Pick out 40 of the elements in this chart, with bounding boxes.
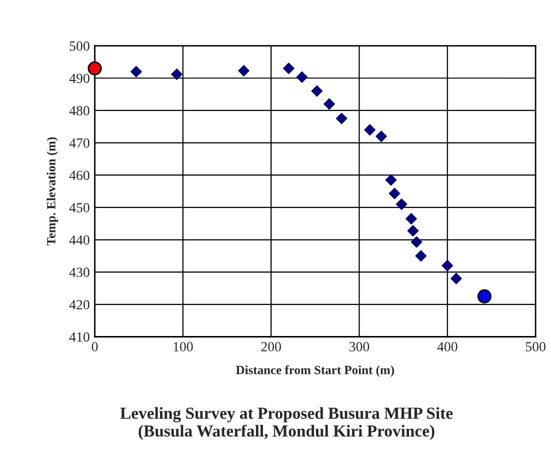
y-tick-label: 440	[69, 235, 90, 245]
point	[442, 260, 454, 272]
point	[130, 66, 142, 78]
x-tick-label: 500	[526, 342, 546, 352]
point	[282, 62, 294, 74]
x-axis-title: Distance from Start Point (m)	[236, 365, 394, 377]
point	[311, 85, 323, 97]
x-tick-label: 300	[350, 342, 370, 352]
x-tick-label: 400	[437, 342, 458, 352]
point	[410, 236, 422, 248]
y-tick-label: 480	[69, 106, 90, 116]
point	[450, 272, 462, 284]
x-tick-label: 100	[174, 342, 193, 352]
y-tick-label: 470	[69, 138, 90, 148]
point	[407, 224, 419, 236]
point	[88, 61, 102, 76]
x-tick-label: 200	[261, 342, 281, 352]
point	[477, 289, 492, 304]
y-tick-label: 450	[69, 203, 90, 212]
point	[171, 68, 182, 80]
point	[296, 71, 308, 83]
text: Leveling Survey at Proposed Busura MHP Site (Busula Waterfall, Mondul Kiri Province)	[120, 407, 453, 440]
point	[406, 213, 417, 224]
point	[396, 198, 408, 210]
point	[376, 130, 388, 142]
point	[415, 250, 427, 262]
point	[388, 188, 400, 200]
point	[324, 98, 336, 110]
y-tick-label: 500	[70, 41, 90, 51]
y-tick-label: 460	[69, 170, 90, 180]
point	[238, 64, 250, 76]
point	[336, 112, 348, 124]
y-tick-label: 490	[69, 74, 90, 84]
y-axis-title: Temp. Elevation (m)	[46, 137, 58, 246]
y-tick-label: 410	[69, 332, 90, 342]
y-tick-label: 430	[69, 268, 90, 278]
y-tick-label: 420	[69, 300, 90, 310]
x-tick-label: 0	[92, 342, 98, 352]
point	[364, 124, 376, 136]
point	[385, 174, 397, 186]
